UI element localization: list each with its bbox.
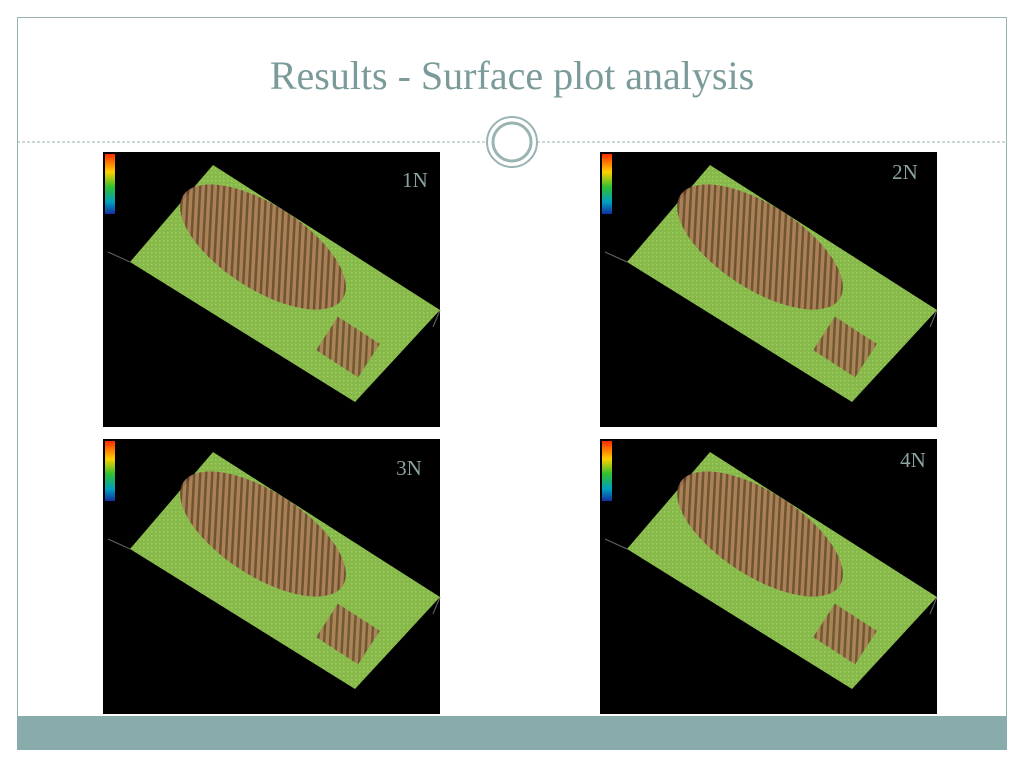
plot-label: 3N xyxy=(396,456,422,480)
surface-image xyxy=(102,151,441,428)
plot-label: 2N xyxy=(892,160,918,184)
surface-image xyxy=(599,151,938,428)
surface-image xyxy=(102,438,441,715)
footer-band xyxy=(17,716,1007,750)
slide-title: Results - Surface plot analysis xyxy=(270,53,754,98)
surface-image xyxy=(599,438,938,715)
plot-label: 1N xyxy=(402,168,428,192)
surface-plot: 3N xyxy=(102,438,441,715)
surface-plot: 1N xyxy=(102,151,441,428)
plot-label: 4N xyxy=(900,448,926,472)
surface-plot: 4N xyxy=(599,438,938,715)
panels: 1N 2N 3N 4N xyxy=(102,151,938,715)
surface-plot: 2N xyxy=(599,151,938,428)
divider-ornament-inner xyxy=(491,121,533,163)
